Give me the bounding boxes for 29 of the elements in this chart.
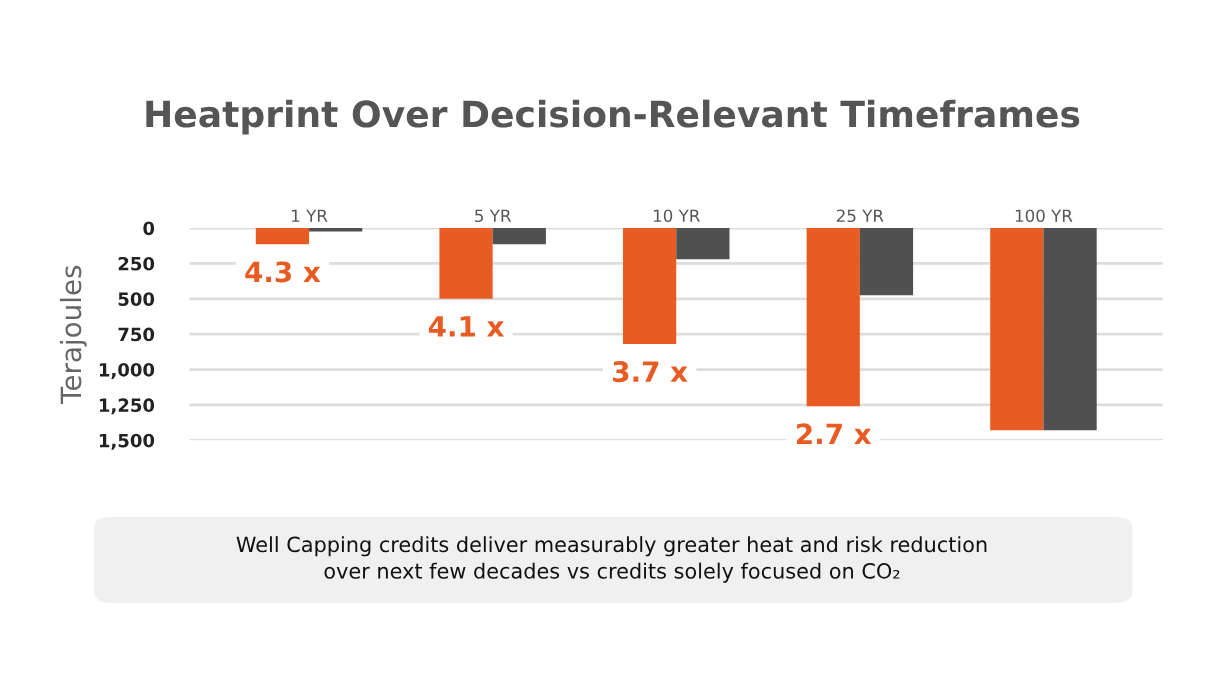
y-tick-label: 500 bbox=[118, 292, 155, 306]
x-tick-label: 1 YR bbox=[292, 209, 328, 222]
annotation: 4.1 x bbox=[428, 316, 505, 337]
y-tick-label: 1,500 bbox=[99, 433, 155, 450]
x-tick-label: 5 YR bbox=[475, 209, 512, 223]
y-tick-label: 750 bbox=[118, 327, 155, 342]
chart-title: Heatprint Over Decision-Relevant Timeframes bbox=[146, 99, 1080, 135]
x-tick-label: 10 YR bbox=[653, 209, 700, 223]
y-tick-label: 0 bbox=[143, 221, 155, 236]
bar bbox=[1043, 228, 1097, 431]
text: Well Capping credits deliver measurably greater heat and risk reduction over next few decades vs credits solely focused on CO₂ bbox=[236, 536, 987, 583]
bar bbox=[859, 228, 914, 296]
annotation: 3.7 x bbox=[613, 361, 688, 383]
annotation: 4.3 x bbox=[245, 261, 321, 283]
bar bbox=[255, 228, 310, 245]
y-tick-label: 250 bbox=[118, 256, 155, 271]
y-axis-title: Terajoules bbox=[59, 265, 87, 404]
x-tick-label: 25 YR bbox=[836, 209, 884, 223]
bar bbox=[676, 228, 730, 260]
bar bbox=[623, 228, 677, 345]
annotation: 2.7 x bbox=[797, 423, 872, 444]
bar bbox=[806, 228, 860, 407]
bar bbox=[990, 228, 1044, 431]
x-tick-label: 100 YR bbox=[1015, 209, 1073, 223]
bar bbox=[309, 228, 363, 232]
y-tick-label: 1,250 bbox=[99, 398, 155, 415]
bar bbox=[439, 228, 493, 299]
bar bbox=[492, 228, 546, 245]
y-tick-label: 1,000 bbox=[99, 362, 155, 379]
